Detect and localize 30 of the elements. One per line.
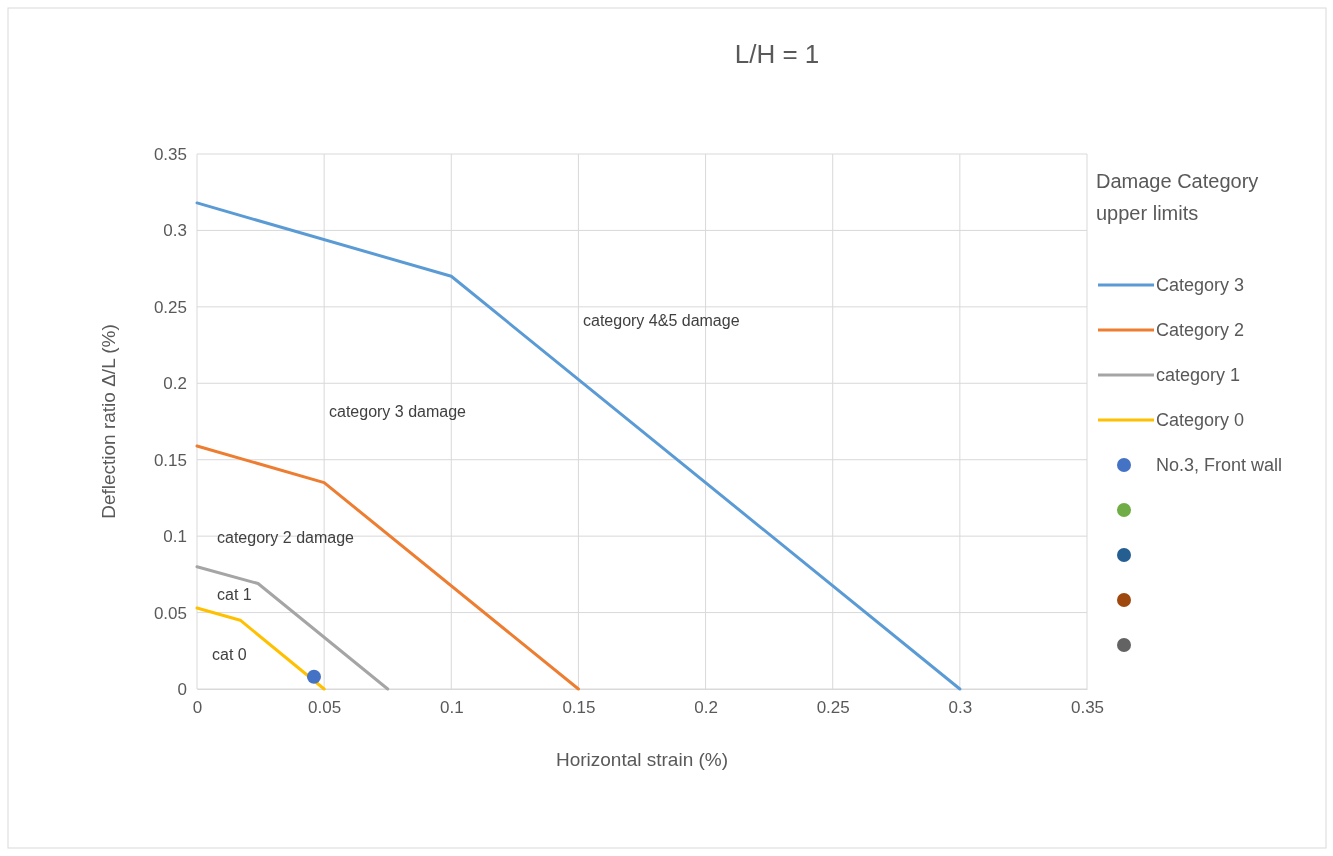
annotation: category 3 damage (329, 402, 467, 420)
annotation: cat 1 (217, 585, 252, 603)
x-tick-label: 0.35 (1070, 698, 1105, 718)
x-tick-label: 0.25 (816, 698, 850, 718)
y-axis-title: Deflection ratio Δ/L (%) (98, 324, 119, 519)
y-tick-label: 0.05 (153, 603, 187, 623)
legend-title: Damage Category upper limits (1096, 170, 1259, 224)
chart-title: L/H = 1 (734, 39, 820, 69)
legend-label: Category 2 (1156, 320, 1245, 341)
annotation: category 4&5 damage (583, 311, 740, 329)
x-axis-title: Horizontal strain (%) (555, 749, 729, 770)
y-tick-label: 0.15 (153, 450, 187, 470)
x-tick-label: 0.15 (562, 698, 596, 718)
x-tick-label: 0 (192, 698, 203, 718)
annotation: category 2 damage (217, 528, 355, 546)
x-tick-label: 0.1 (439, 698, 464, 718)
legend-label: Category 3 (1156, 275, 1245, 296)
legend-label: category 1 (1156, 365, 1241, 386)
annotation: cat 0 (212, 645, 247, 663)
y-tick-label: 0.25 (153, 297, 187, 317)
y-tick-label: 0.2 (163, 374, 187, 394)
y-tick-label: 0.3 (163, 221, 187, 241)
x-tick-label: 0.05 (308, 698, 342, 718)
legend-label: No.3, Front wall (1156, 455, 1283, 476)
y-tick-label: 0.35 (153, 144, 187, 164)
x-tick-label: 0.3 (948, 698, 973, 718)
y-tick-label: 0.1 (163, 527, 187, 547)
legend-label: Category 0 (1156, 410, 1245, 431)
x-tick-label: 0.2 (694, 698, 718, 718)
y-tick-label: 0 (177, 679, 187, 699)
